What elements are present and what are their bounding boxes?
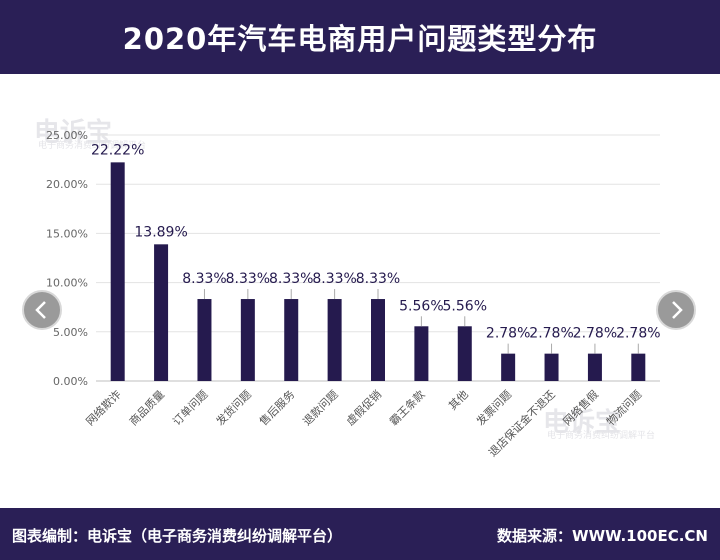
page-title: 2020年汽车电商用户问题类型分布: [122, 22, 598, 56]
data-label: 2.78%: [616, 326, 660, 342]
data-label: 5.56%: [399, 298, 443, 314]
x-tick-label: 商品质量: [126, 387, 167, 428]
bar: [240, 299, 255, 381]
x-tick-label: 发货问题: [213, 387, 254, 428]
x-tick-label: 订单问题: [170, 388, 210, 428]
bar: [110, 162, 125, 381]
bar: [457, 326, 472, 381]
y-tick-label: 20.00%: [46, 178, 88, 191]
x-tick-label: 物流问题: [603, 387, 644, 428]
data-label: 2.78%: [573, 326, 617, 342]
bar: [414, 326, 429, 381]
data-label: 8.33%: [182, 271, 226, 287]
y-tick-label: 5.00%: [53, 326, 88, 339]
bar: [371, 299, 385, 381]
bar: [284, 299, 299, 381]
bar-chart: 0.00% 5.00% 10.00% 15.00% 20.00% 25.00%22.22%…: [46, 129, 661, 459]
x-tick-label: 发票问题: [473, 387, 514, 428]
data-label: 13.89%: [134, 224, 187, 240]
chart-credit: 图表编制：电诉宝（电子商务消费纠纷调解平台）: [12, 527, 343, 545]
chevron-left-icon: [35, 301, 46, 319]
data-label: 5.56%: [443, 298, 487, 314]
x-tick-label: 网络欺诈: [83, 387, 124, 428]
data-label: 8.33%: [269, 271, 313, 287]
x-tick-label: 虚假促销: [343, 387, 384, 428]
watermark-logo: 电诉宝 电子商务消费纠纷调解平台: [543, 400, 655, 441]
data-source: 数据来源：WWW.100EC.CN: [497, 527, 708, 545]
data-label: 2.78%: [486, 326, 530, 342]
footer-bar: 图表编制：电诉宝（电子商务消费纠纷调解平台） 数据来源：WWW.100EC.CN: [0, 508, 720, 560]
x-tick-label: 其他: [446, 388, 471, 413]
y-tick-label: 0.00%: [53, 375, 88, 388]
watermark-brand: 电诉宝: [543, 408, 622, 438]
watermark-subtitle: 电子商务消费纠纷调解平台: [547, 431, 656, 441]
x-tick-label: 退款问题: [300, 387, 341, 428]
watermark-brand: 电诉宝: [34, 118, 113, 148]
data-label: 22.22%: [91, 142, 144, 158]
bar: [327, 299, 342, 381]
x-tick-label: 售后服务: [256, 387, 297, 428]
data-label: 8.33%: [312, 271, 356, 287]
y-tick-label: 25.00%: [46, 129, 88, 142]
bar: [587, 353, 602, 381]
next-slide-button[interactable]: [656, 290, 696, 330]
chart-area: 0.00% 5.00% 10.00% 15.00% 20.00% 25.00% 22.22%…: [0, 74, 720, 508]
data-label: 8.33%: [356, 271, 400, 287]
y-tick-label: 10.00%: [46, 277, 88, 290]
bar: [631, 353, 646, 381]
data-label: 2.78%: [529, 326, 573, 342]
bar: [197, 299, 212, 381]
bar: [501, 353, 516, 381]
watermark-subtitle: 电子商务消费纠纷调解平台: [38, 141, 147, 151]
data-label: 8.33%: [226, 271, 270, 287]
bar: [544, 353, 559, 381]
y-tick-label: 15.00%: [46, 227, 88, 240]
x-tick-label: 霸王条款: [386, 387, 427, 428]
watermark-logo: 电诉宝 电子商务消费纠纷调解平台: [34, 110, 146, 151]
prev-slide-button[interactable]: [22, 290, 62, 330]
x-tick-label: 网络售假: [560, 387, 601, 428]
chevron-right-icon: [672, 301, 683, 319]
bar: [154, 244, 169, 381]
title-bar: 2020年汽车电商用户问题类型分布: [0, 0, 720, 74]
